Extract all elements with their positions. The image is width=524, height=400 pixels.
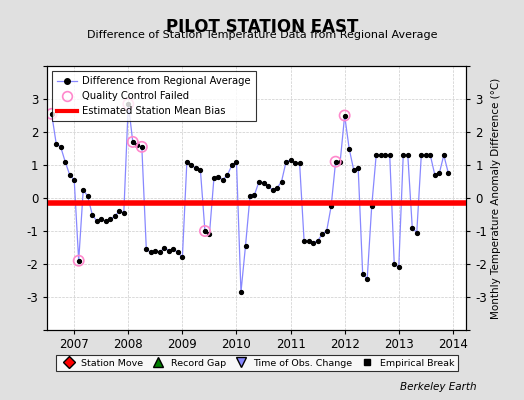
Text: Berkeley Earth: Berkeley Earth (400, 382, 477, 392)
Line: Difference from Regional Average: Difference from Regional Average (50, 102, 450, 294)
Difference from Regional Average (125, 102, 132, 106)
Text: PILOT STATION EAST: PILOT STATION EAST (166, 18, 358, 36)
Quality Control Failed (74, 258, 83, 264)
Difference from Regional Average (89, 212, 95, 217)
Difference from Regional Average (260, 181, 267, 186)
Difference from Regional Average (49, 112, 55, 116)
Difference from Regional Average (238, 290, 244, 294)
Difference from Regional Average (409, 225, 416, 230)
Quality Control Failed (128, 139, 137, 145)
Legend: Station Move, Record Gap, Time of Obs. Change, Empirical Break: Station Move, Record Gap, Time of Obs. C… (56, 355, 458, 372)
Y-axis label: Monthly Temperature Anomaly Difference (°C): Monthly Temperature Anomaly Difference (… (492, 77, 501, 319)
Quality Control Failed (124, 101, 133, 107)
Difference from Regional Average (206, 232, 213, 237)
Quality Control Failed (138, 144, 146, 150)
Quality Control Failed (48, 111, 56, 117)
Quality Control Failed (332, 158, 340, 165)
Difference from Regional Average (445, 171, 452, 176)
Difference from Regional Average (98, 217, 104, 222)
Quality Control Failed (341, 112, 349, 119)
Difference from Regional Average (134, 143, 140, 148)
Quality Control Failed (201, 228, 209, 234)
Text: Difference of Station Temperature Data from Regional Average: Difference of Station Temperature Data f… (87, 30, 437, 40)
